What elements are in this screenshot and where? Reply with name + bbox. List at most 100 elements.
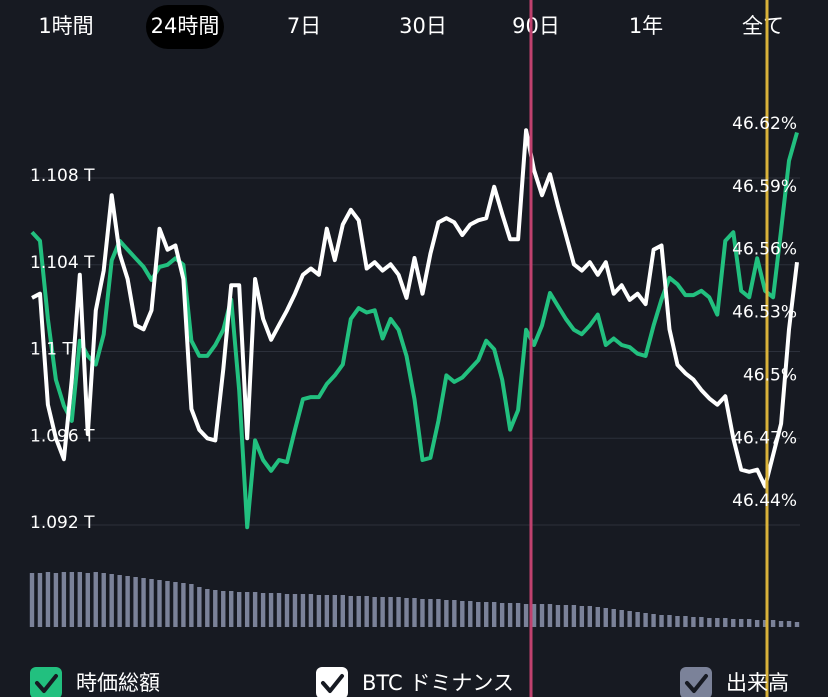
volume-bar <box>117 575 122 627</box>
legend-label: 時価総額 <box>76 671 160 695</box>
volume-bar <box>547 604 553 627</box>
volume-bar <box>348 596 353 627</box>
volume-bar <box>460 601 465 627</box>
volume-bar <box>723 618 728 627</box>
y2-tick-label: 46.62% <box>732 114 797 134</box>
volume-bar <box>133 577 138 627</box>
volume-bar <box>77 572 83 627</box>
volume-bar <box>157 580 162 627</box>
tab[interactable]: 24時間 <box>151 14 220 38</box>
tab[interactable]: 1年 <box>629 14 663 38</box>
volume-bar <box>284 594 290 627</box>
y2-tick-label: 46.59% <box>732 177 797 197</box>
volume-bar <box>93 572 98 627</box>
volume-bar <box>396 597 401 627</box>
volume-bar <box>229 591 234 627</box>
volume-bar <box>515 603 521 627</box>
tab[interactable]: 90日 <box>512 14 560 38</box>
tab[interactable]: 7日 <box>287 14 321 38</box>
volume-bar <box>794 622 800 627</box>
volume-bar <box>531 604 537 627</box>
tab[interactable]: 30日 <box>399 14 447 38</box>
y2-tick-label: 46.53% <box>732 303 797 323</box>
volume-bar <box>484 602 489 627</box>
volume-bar <box>420 599 425 627</box>
volume-bar <box>786 621 792 627</box>
legend-check <box>685 674 708 693</box>
legend-checkbox[interactable] <box>30 667 62 697</box>
volume-bar <box>699 617 704 627</box>
volume-bar <box>404 598 409 627</box>
volume-bar <box>380 597 385 627</box>
volume-bar <box>436 599 441 627</box>
volume-bar <box>571 605 577 627</box>
volume-bar <box>260 593 266 627</box>
volume-bar <box>667 615 672 627</box>
volume-bar <box>101 573 106 627</box>
line-series <box>30 131 799 530</box>
volume-bar <box>675 616 680 627</box>
volume-bar <box>587 606 593 627</box>
volume-bar <box>165 581 170 627</box>
volume-bar <box>149 579 154 627</box>
volume-bar <box>683 616 688 627</box>
volume-bar <box>762 620 768 627</box>
legend-check <box>35 674 58 693</box>
volume-bar <box>244 592 250 627</box>
volume-bar <box>507 603 513 627</box>
volume-bar <box>332 595 338 627</box>
volume-bar <box>635 612 640 627</box>
volume-bar <box>539 604 545 627</box>
volume-bar <box>276 593 282 627</box>
volume-bar <box>364 596 369 627</box>
volume-bar <box>412 598 417 627</box>
y2-tick-label: 46.44% <box>732 491 797 511</box>
legend-checkbox[interactable] <box>680 667 712 697</box>
volume-bar <box>340 595 345 627</box>
volume-bar <box>778 621 784 627</box>
volume-bar <box>69 572 75 627</box>
y2-tick-label: 46.5% <box>743 365 797 385</box>
volume-bar <box>29 573 35 627</box>
tab[interactable]: 全て <box>742 14 784 38</box>
volume-bar <box>189 584 194 627</box>
volume-bar <box>691 617 696 627</box>
volume-bar <box>268 593 274 627</box>
volume-bar <box>236 592 242 627</box>
volume-bar <box>754 620 760 627</box>
volume-bar <box>770 620 776 627</box>
volume-bar <box>372 597 377 627</box>
volume-bar <box>476 602 481 627</box>
volume-bar <box>563 605 569 627</box>
volume-bar <box>197 587 202 627</box>
volume-bar <box>324 595 330 627</box>
volume-bar <box>181 583 186 627</box>
volume-bar <box>221 591 226 627</box>
volume-bar <box>452 600 457 627</box>
volume-bar <box>37 573 43 627</box>
volume-bar <box>428 599 433 627</box>
tick-labels: 1.092 T 1.096 T 1.1 T 1.104 T 1.108 T 46.44% 4… <box>30 114 797 533</box>
volume-bar <box>627 611 632 627</box>
tab-selected-pill <box>146 5 224 49</box>
volume-bar <box>388 597 393 627</box>
grid <box>30 177 800 526</box>
volume-bar <box>205 589 210 627</box>
volume-bar <box>213 590 218 627</box>
volume-bar <box>746 619 752 627</box>
legend-label: BTC ドミナンス <box>362 671 514 695</box>
volume-bar <box>468 601 473 627</box>
legend-check <box>321 674 344 693</box>
legend-checkbox[interactable] <box>316 667 348 697</box>
tab[interactable]: 1時間 <box>38 14 93 38</box>
volume-bar <box>739 619 744 627</box>
volume-bar <box>308 594 314 627</box>
volume-bar <box>595 607 600 627</box>
volume-bar <box>292 594 298 627</box>
lines <box>30 128 799 530</box>
volume-bar <box>555 605 561 627</box>
volume-bar <box>611 609 616 627</box>
